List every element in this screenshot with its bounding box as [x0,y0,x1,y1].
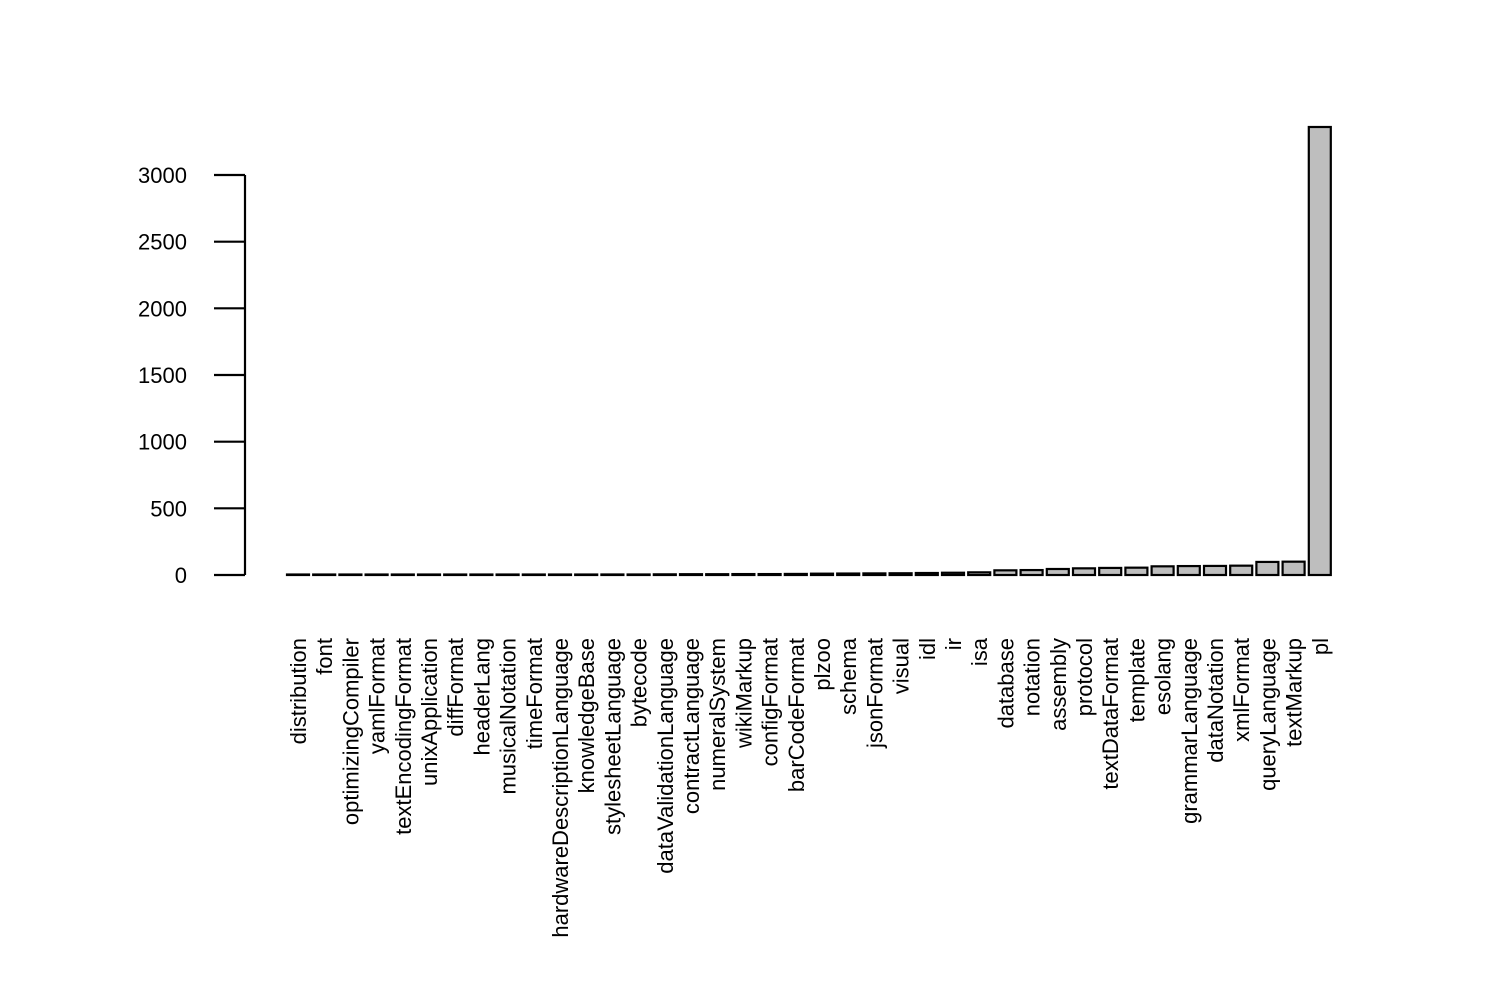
x-tick-label-configFormat: configFormat [758,638,783,766]
bar-grammarLanguage [1176,564,1201,577]
bar-optimizingCompiler [338,573,363,577]
bar-isa [967,571,992,577]
bar-hardwareDescriptionLanguage [547,573,573,577]
y-tick-label-2000: 2000 [138,296,187,321]
bar-xmlFormat [1229,564,1254,577]
x-tick-label-optimizingCompiler: optimizingCompiler [338,638,363,825]
bar-font [312,573,337,577]
x-tick-label-idl: idl [915,638,940,660]
x-tick-label-notation: notation [1020,638,1045,716]
bar-textMarkup [1281,560,1306,577]
bar-protocol [1071,567,1097,577]
x-tick-label-headerLang: headerLang [469,638,494,755]
x-tick-label-xmlFormat: xmlFormat [1229,638,1254,742]
bar-knowledgeBase [574,573,599,577]
bar-notation [1019,568,1044,577]
x-tick-label-assembly: assembly [1046,638,1071,731]
x-axis-labels: distribution font optimizingCompiler yamlFo… [286,637,1333,937]
x-tick-label-grammarLanguage: grammarLanguage [1177,638,1202,824]
x-tick-label-isa: isa [967,637,992,666]
y-tick-label-3000: 3000 [138,163,187,188]
bar-database [993,569,1018,577]
bar-contractLanguage [678,573,704,577]
bar-schema [836,572,861,577]
bar-unixApplication [416,573,442,577]
x-tick-label-pl: pl [1308,638,1333,655]
x-tick-label-distribution: distribution [286,638,311,744]
x-tick-label-textMarkup: textMarkup [1282,638,1307,747]
bars [285,125,1332,577]
x-tick-label-database: database [993,638,1018,729]
x-tick-label-ir: ir [941,638,966,650]
x-tick-label-textEncodingFormat: textEncodingFormat [391,638,416,835]
x-tick-label-unixApplication: unixApplication [417,638,442,786]
x-tick-label-bytecode: bytecode [627,638,652,727]
y-tick-label-1500: 1500 [138,363,187,388]
y-tick-label-1000: 1000 [138,430,187,455]
bar-timeFormat [521,573,546,577]
x-tick-label-plzoo: plzoo [810,638,835,691]
x-tick-label-barCodeFormat: barCodeFormat [784,638,809,792]
bar-headerLang [469,573,494,577]
bar-jsonFormat [862,572,887,577]
y-tick-label-500: 500 [150,496,187,521]
bar-bytecode [626,573,651,577]
x-tick-label-font: font [312,638,337,675]
x-tick-label-stylesheetLanguage: stylesheetLanguage [600,638,625,835]
x-tick-label-wikiMarkup: wikiMarkup [731,638,756,749]
x-tick-label-numeralSystem: numeralSystem [705,638,730,791]
bar-queryLanguage [1255,560,1280,577]
bar-configFormat [757,572,782,577]
bar-numeralSystem [705,573,730,577]
bar-yamlFormat [364,573,389,577]
x-tick-label-diffFormat: diffFormat [443,638,468,737]
bar-textEncodingFormat [390,573,415,577]
x-tick-label-dataValidationLanguage: dataValidationLanguage [653,638,678,874]
x-tick-label-schema: schema [836,637,861,715]
x-tick-label-dataNotation: dataNotation [1203,638,1228,763]
bar-esolang [1150,565,1175,577]
x-tick-label-visual: visual [889,638,914,694]
bar-idl [914,571,939,577]
x-tick-label-yamlFormat: yamlFormat [365,638,390,754]
bar-textDataFormat [1098,566,1123,577]
bar-dataNotation [1202,564,1228,577]
bar-ir [940,571,966,577]
bar-assembly [1045,567,1070,577]
bar-musicalNotation [495,573,520,577]
bar-wikiMarkup [731,572,756,577]
x-tick-label-knowledgeBase: knowledgeBase [574,638,599,793]
y-axis: 0 500 1000 1500 2000 2500 3000 [138,163,247,588]
x-tick-label-textDataFormat: textDataFormat [1098,638,1123,790]
x-tick-label-template: template [1124,638,1149,722]
bar-stylesheetLanguage [600,573,625,577]
bar-visual [888,572,913,577]
y-tick-label-2500: 2500 [138,230,187,255]
x-tick-label-esolang: esolang [1151,638,1176,715]
x-tick-label-timeFormat: timeFormat [522,638,547,749]
x-tick-label-contractLanguage: contractLanguage [679,638,704,814]
x-tick-label-jsonFormat: jsonFormat [862,638,887,749]
bar-plzoo [809,572,835,577]
bar-pl [1307,125,1332,577]
bar-diffFormat [443,573,468,577]
bar-dataValidationLanguage [652,573,677,577]
bar-barCodeFormat [783,572,808,577]
x-tick-label-protocol: protocol [1072,638,1097,716]
bar-distribution [285,573,311,577]
bar-template [1124,566,1149,577]
x-tick-label-queryLanguage: queryLanguage [1255,638,1280,791]
x-tick-label-musicalNotation: musicalNotation [496,638,521,795]
y-tick-label-0: 0 [175,563,187,588]
x-tick-label-hardwareDescriptionLanguage: hardwareDescriptionLanguage [548,638,573,938]
